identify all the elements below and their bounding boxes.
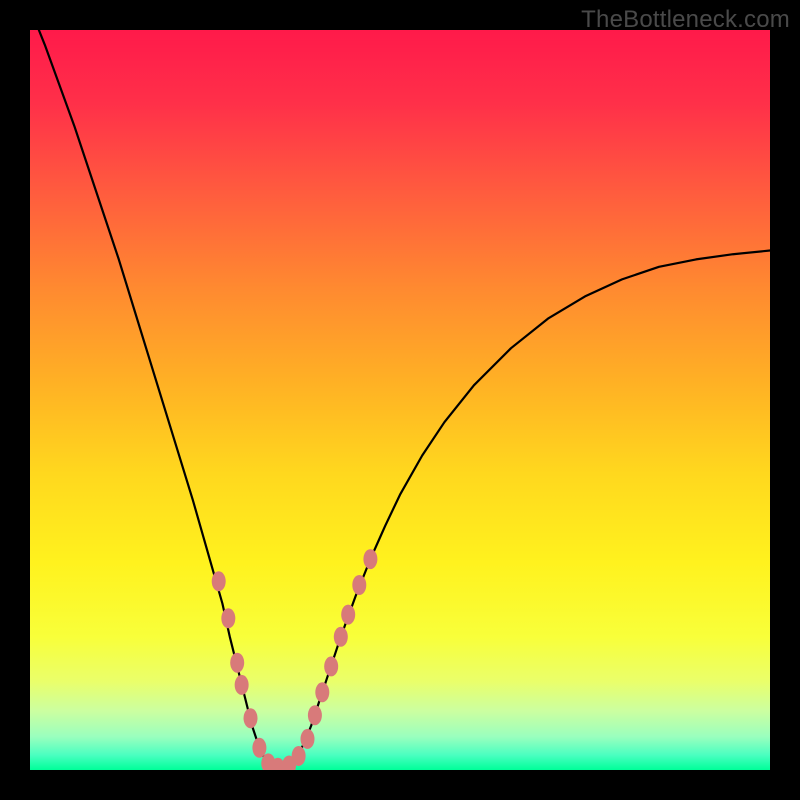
frame-left	[0, 0, 30, 800]
curve-marker	[334, 627, 348, 647]
gradient-background	[30, 30, 770, 770]
plot-svg	[30, 30, 770, 770]
curve-marker	[308, 705, 322, 725]
plot-area	[30, 30, 770, 770]
curve-marker	[212, 571, 226, 591]
curve-marker	[363, 549, 377, 569]
watermark-text: TheBottleneck.com	[581, 6, 790, 34]
curve-marker	[324, 656, 338, 676]
curve-marker	[252, 738, 266, 758]
frame-bottom	[0, 770, 800, 800]
curve-marker	[244, 708, 258, 728]
curve-marker	[235, 675, 249, 695]
curve-marker	[292, 746, 306, 766]
curve-marker	[301, 729, 315, 749]
curve-marker	[341, 605, 355, 625]
frame-right	[770, 0, 800, 800]
curve-marker	[230, 653, 244, 673]
curve-marker	[352, 575, 366, 595]
curve-marker	[315, 682, 329, 702]
curve-marker	[221, 608, 235, 628]
